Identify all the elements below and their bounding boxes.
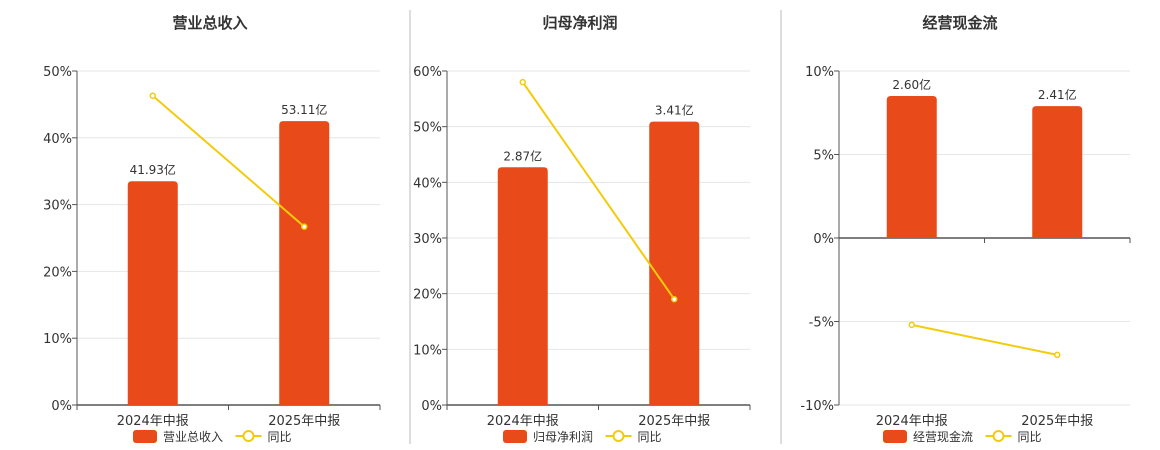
line-point <box>1054 351 1061 359</box>
y-tick-label: 10% <box>413 343 442 358</box>
y-tick-label: 5% <box>813 149 834 164</box>
legend-label: 营业总收入 <box>163 430 223 444</box>
legend-swatch-marker <box>242 430 255 442</box>
legend-swatch-bar <box>503 430 527 443</box>
y-tick-label: 0% <box>813 232 834 247</box>
y-tick-label: 60% <box>413 65 442 80</box>
bar <box>1032 106 1083 238</box>
chart-title: 经营现金流 <box>922 14 997 32</box>
bar <box>279 121 330 405</box>
y-tick-label: -10% <box>800 399 834 414</box>
chart-3: 经营现金流 -10% -5% 0% 5% 10% 2024年中报 2025年中报 2.60亿 2.… <box>800 14 1131 444</box>
x-tick-label: 2025年中报 <box>638 414 710 429</box>
y-tick-label: 10% <box>43 332 72 347</box>
y-tick-label: -5% <box>809 316 834 331</box>
y-tick-label: 10% <box>805 65 834 80</box>
x-tick-label: 2024年中报 <box>487 414 559 429</box>
legend-label: 同比 <box>1018 430 1042 444</box>
x-tick-label: 2025年中报 <box>268 414 340 429</box>
series-line <box>911 323 1058 356</box>
y-tick-label: 40% <box>413 176 442 191</box>
y-tick-label: 0% <box>51 399 72 414</box>
line-point <box>671 295 678 303</box>
chart-title: 归母净利润 <box>542 14 617 32</box>
data-label: 2.41亿 <box>1038 87 1077 102</box>
chart-2: 归母净利润 0% 10% 20% 30% 40% 50% 60% 2024年中报 2025年中报 2… <box>413 14 751 444</box>
chart-title: 营业总收入 <box>172 14 247 32</box>
bar <box>649 121 700 405</box>
line-point <box>519 78 526 86</box>
y-tick-label: 20% <box>43 265 72 280</box>
line-point <box>301 223 308 230</box>
data-label: 2.60亿 <box>892 77 931 92</box>
line-point <box>149 92 156 99</box>
y-tick-label: 20% <box>413 288 442 303</box>
x-tick-label: 2024年中报 <box>117 414 189 429</box>
bar <box>127 181 178 405</box>
data-label: 53.11亿 <box>281 102 327 117</box>
chart-1: 营业总收入 0% 10% 20% 30% 40% 50% 2024年中报 2025年中报 41.9… <box>43 14 381 444</box>
legend-label: 经营现金流 <box>913 429 973 444</box>
legend-label: 同比 <box>268 430 292 444</box>
legend-label: 同比 <box>638 430 662 444</box>
y-tick-label: 50% <box>413 121 442 136</box>
y-tick-label: 50% <box>43 65 72 80</box>
line-point <box>908 321 915 329</box>
y-tick-label: 30% <box>43 199 72 214</box>
y-tick-label: 40% <box>43 132 72 147</box>
x-tick-label: 2025年中报 <box>1021 414 1093 429</box>
legend-swatch-marker <box>992 430 1005 442</box>
y-tick-label: 0% <box>421 399 442 414</box>
series-line <box>152 94 305 228</box>
bar <box>886 96 937 238</box>
legend-label: 归母净利润 <box>533 430 593 444</box>
y-tick-label: 30% <box>413 232 442 247</box>
legend-swatch-bar <box>133 430 157 443</box>
data-label: 2.87亿 <box>503 148 542 163</box>
series-line <box>521 81 676 300</box>
data-label: 3.41亿 <box>655 103 694 118</box>
x-tick-label: 2024年中报 <box>876 414 948 429</box>
data-label: 41.93亿 <box>130 162 176 177</box>
bar <box>497 167 548 405</box>
legend-swatch-marker <box>612 430 625 442</box>
legend-swatch-bar <box>883 430 907 443</box>
